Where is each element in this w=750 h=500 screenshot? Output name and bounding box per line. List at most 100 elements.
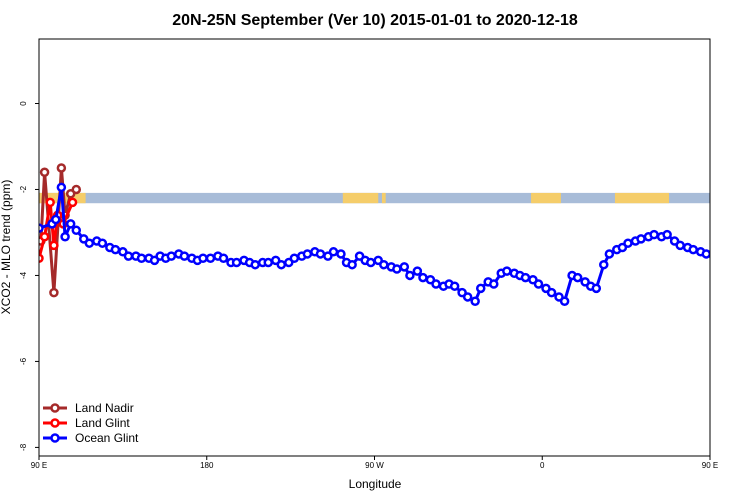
data-point [56,163,67,173]
x-tick-label: 0 [540,461,545,470]
y-tick-label: -4 [19,271,28,279]
y-tick-label: -8 [19,443,28,451]
land-segment-2 [381,192,386,204]
land-segment-1 [342,192,379,204]
data-point [399,262,410,272]
data-point [60,232,70,242]
data-point [431,279,441,289]
x-tick-label: 180 [200,461,214,470]
data-point [263,257,274,268]
data-point [475,283,486,294]
data-point [688,244,698,255]
legend-item: Ocean Glint [43,431,139,445]
data-point [110,244,121,255]
y-tick-label: 0 [19,101,28,106]
data-point [489,279,499,289]
data-point [179,251,190,261]
data-point [71,225,82,236]
data-point [39,232,50,242]
y-tick-label: -2 [19,185,28,193]
series-4 [515,229,710,306]
data-point [166,251,177,261]
data-point [405,270,415,281]
data-point [205,253,216,263]
legend-item: Land Glint [43,416,130,430]
data-point [49,287,59,298]
data-point [649,229,659,240]
legend-label: Land Glint [75,416,130,430]
data-point [123,251,134,261]
data-point [675,240,685,251]
data-point [604,249,615,259]
data-point [462,292,473,302]
series-2 [39,182,160,266]
data-point [65,219,76,229]
data-point [56,182,67,193]
data-point [49,240,59,251]
data-point [572,272,583,283]
data-point [449,281,460,291]
data-point [502,266,512,276]
data-point [336,249,346,259]
data-point [623,238,633,248]
data-point [379,259,389,270]
data-point [418,272,428,283]
data-point [591,283,602,294]
series-3 [155,247,520,306]
data-point [636,234,646,244]
data-point [366,257,376,268]
data-point [97,238,108,248]
chart-title: 20N-25N September (Ver 10) 2015-01-01 to… [172,12,578,29]
data-point [45,197,55,208]
legend-item: Land Nadir [43,401,134,415]
data-point [520,272,531,283]
data-point [218,253,229,263]
data-point [701,249,710,259]
x-tick-label: 90 W [365,461,384,470]
x-axis-title: Longitude [349,477,402,491]
y-axis: 0 -2 -4 -6 -8 [19,101,39,451]
data-point [328,247,339,257]
legend-swatch-marker [50,418,60,428]
data-point [39,223,44,233]
data-point [250,259,260,270]
plot-frame [38,38,711,457]
data-point [198,253,208,263]
x-tick-label: 90 E [31,461,47,470]
data-point [39,253,44,263]
data-point [51,214,61,225]
data-point [347,259,357,270]
data-point [276,259,287,270]
data-point [315,249,326,259]
legend-swatch-marker [50,403,60,413]
land-segment-4 [614,192,669,204]
data-point [392,264,402,274]
data-point [559,296,570,306]
data-point [470,296,480,306]
data-point [302,249,313,259]
land-segment-3 [531,192,561,204]
data-point [412,266,423,276]
legend-swatch-marker [50,433,60,443]
data-point [136,253,147,263]
data-point [599,259,609,270]
land-ocean-band [39,192,710,204]
x-tick-label: 90 E [702,461,718,470]
legend-label: Ocean Glint [75,431,139,445]
data-point [231,257,242,268]
data-point [662,229,672,240]
data-point [289,253,300,263]
data-point [67,197,78,208]
data-point [546,287,557,298]
series-layer [39,163,710,306]
data-point [71,184,82,195]
data-point [39,167,50,178]
legend-label: Land Nadir [75,401,134,415]
data-point [533,279,544,289]
y-axis-title: XCO2 - MLO trend (ppm) [0,180,13,315]
data-point [708,253,710,259]
y-tick-label: -6 [19,357,28,365]
